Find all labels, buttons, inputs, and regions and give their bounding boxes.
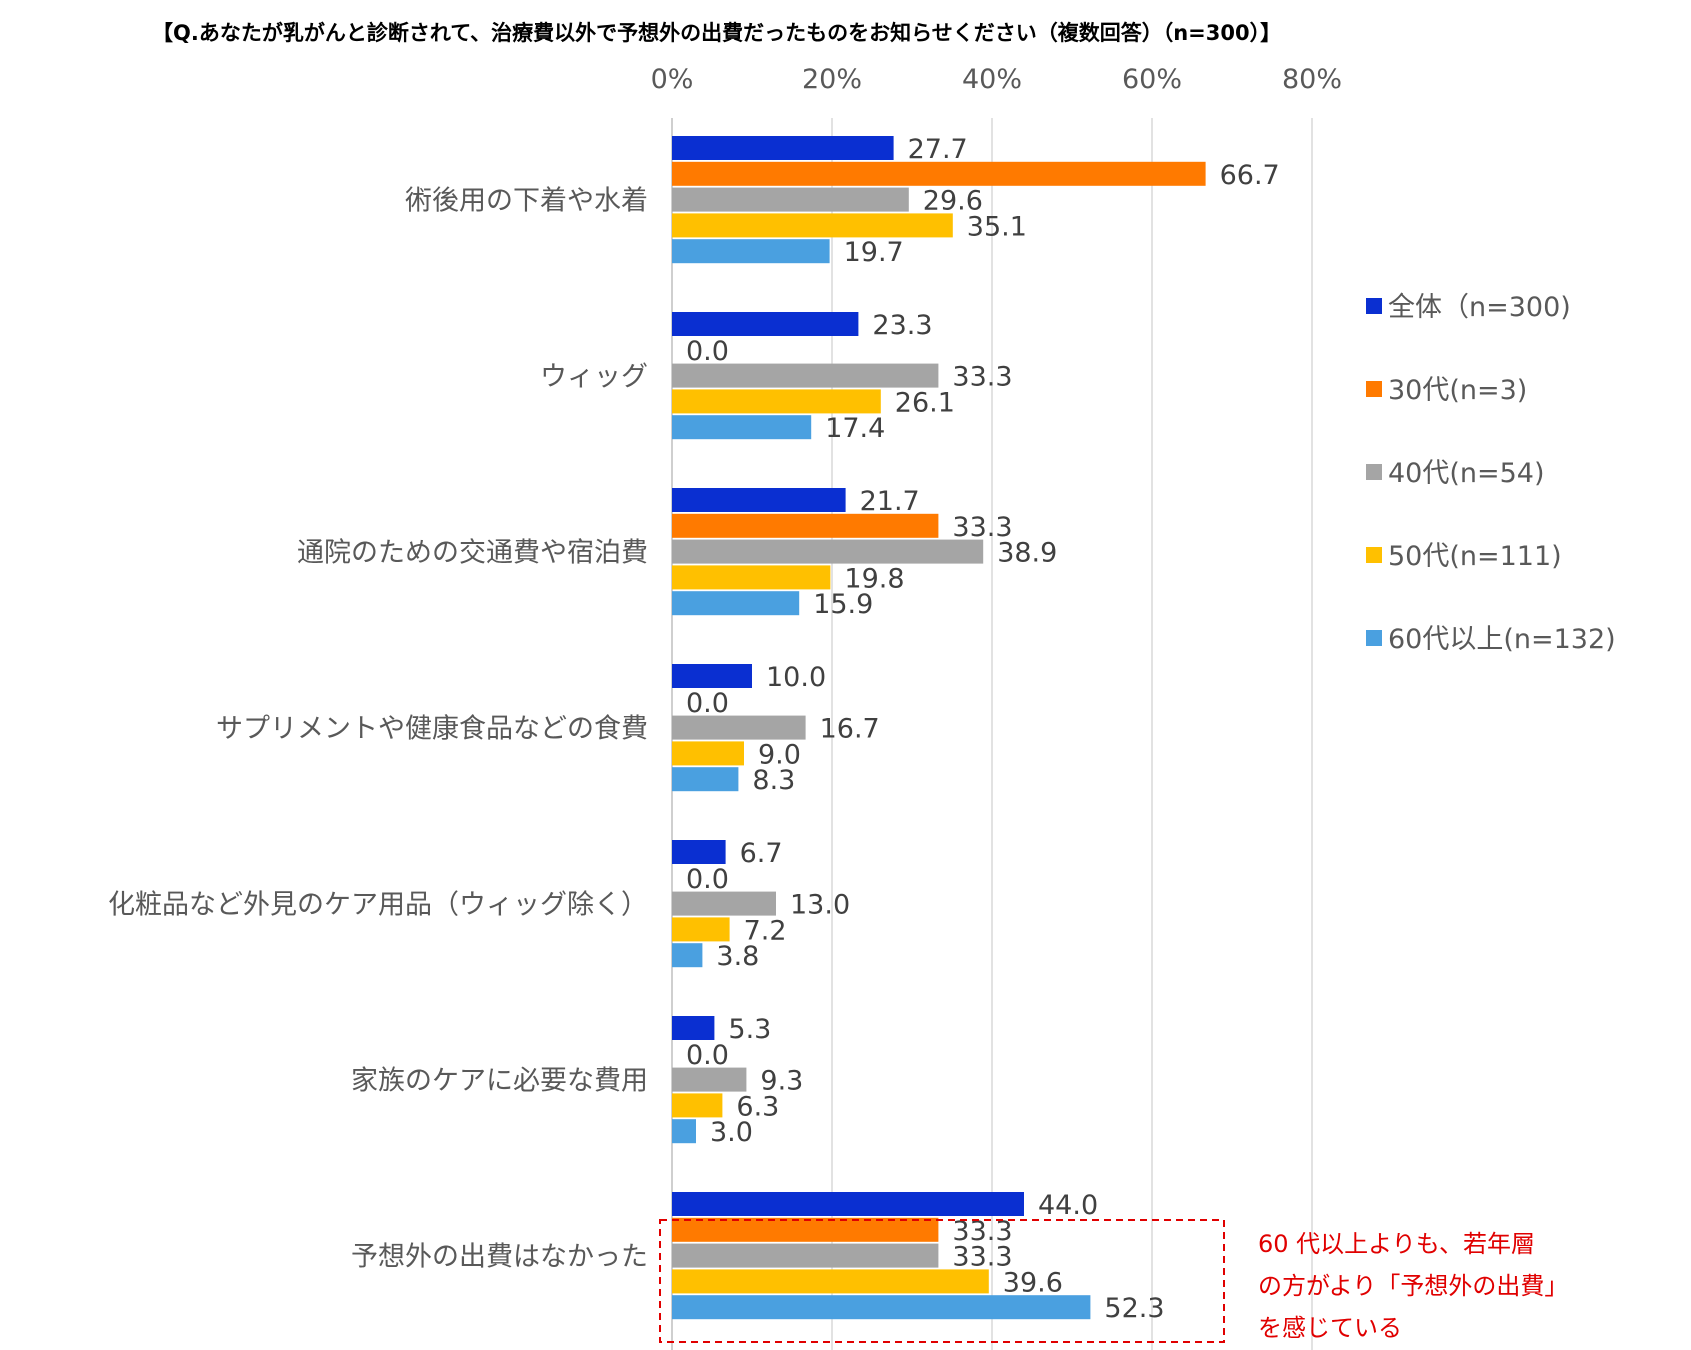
legend-label: 全体（n=300): [1388, 292, 1571, 323]
data-label: 6.3: [736, 1091, 779, 1122]
data-label: 3.0: [710, 1117, 753, 1148]
bar: [672, 741, 744, 766]
legend-label: 40代(n=54): [1388, 458, 1545, 489]
bar: [672, 239, 830, 264]
x-tick-label: 60%: [1122, 64, 1182, 95]
x-axis-ticks: 0% 20% 40% 60% 80%: [651, 64, 1342, 95]
data-label: 6.7: [740, 838, 783, 869]
data-label: 3.8: [716, 941, 759, 972]
legend-swatch: [1366, 381, 1382, 397]
bar: [672, 1295, 1091, 1320]
bar: [672, 136, 894, 160]
annotation-box: [659, 1219, 1225, 1343]
bar: [672, 389, 881, 414]
category-label: 家族のケアに必要な費用: [351, 1066, 648, 1097]
data-label: 27.7: [908, 134, 968, 165]
category-labels: 術後用の下着や水着ウィッグ通院のための交通費や宿泊費サプリメントや健康食品などの…: [108, 186, 648, 1273]
legend-swatch: [1366, 630, 1382, 646]
legend-label: 30代(n=3): [1388, 375, 1527, 406]
data-label: 15.9: [813, 589, 873, 620]
annotation-text: の方がより「予想外の出費」: [1258, 1272, 1568, 1300]
data-label: 39.6: [1003, 1267, 1063, 1298]
bar: [672, 1192, 1024, 1216]
bar: [672, 513, 939, 538]
bar: [672, 1093, 723, 1118]
legend-label: 60代以上(n=132): [1388, 624, 1616, 655]
data-label: 21.7: [860, 486, 920, 517]
chart-title: 【Q.あなたが乳がんと診断されて、治療費以外で予想外の出費だったものをお知らせく…: [152, 21, 1281, 45]
bar: [672, 943, 703, 968]
data-label: 0.0: [686, 336, 729, 367]
legend-swatch: [1366, 464, 1382, 480]
bar: [672, 891, 776, 916]
annotation-text: を感じている: [1258, 1314, 1402, 1342]
category-label: サプリメントや健康食品などの食費: [216, 714, 648, 745]
data-labels: 27.766.729.635.119.723.30.033.326.117.42…: [686, 134, 1280, 1324]
bar: [672, 1243, 939, 1268]
data-label: 13.0: [790, 890, 850, 921]
annotation-text: 60 代以上よりも、若年層: [1258, 1230, 1535, 1258]
data-label: 7.2: [744, 915, 787, 946]
bar: [672, 161, 1206, 186]
data-label: 29.6: [923, 186, 983, 217]
bar: [672, 840, 726, 864]
bar: [672, 213, 953, 238]
bar: [672, 917, 730, 942]
bars: [672, 136, 1206, 1320]
data-label: 9.3: [760, 1066, 803, 1097]
category-label: 術後用の下着や水着: [405, 186, 648, 217]
legend-swatch: [1366, 547, 1382, 563]
data-label: 33.3: [952, 1242, 1012, 1273]
bar: [672, 363, 939, 388]
bar: [672, 1217, 939, 1242]
data-label: 38.9: [997, 538, 1057, 569]
bar: [672, 1269, 989, 1294]
data-label: 33.3: [952, 512, 1012, 543]
legend-swatch: [1366, 298, 1382, 314]
legend-label: 50代(n=111): [1388, 541, 1562, 572]
data-label: 44.0: [1038, 1190, 1098, 1221]
bar: [672, 1067, 747, 1092]
data-label: 19.8: [844, 563, 904, 594]
bar: [672, 1016, 715, 1040]
category-label: 予想外の出費はなかった: [351, 1242, 648, 1273]
data-label: 17.4: [825, 413, 885, 444]
category-label: ウィッグ: [540, 362, 648, 393]
data-label: 0.0: [686, 688, 729, 719]
data-label: 23.3: [872, 310, 932, 341]
bar: [672, 488, 846, 512]
data-label: 66.7: [1220, 160, 1280, 191]
data-label: 26.1: [895, 387, 955, 418]
bar: [672, 539, 984, 564]
data-label: 0.0: [686, 864, 729, 895]
bar: [672, 1119, 696, 1144]
bar: [672, 715, 806, 740]
bar: [672, 312, 859, 336]
data-label: 33.3: [952, 362, 1012, 393]
data-label: 10.0: [766, 662, 826, 693]
bar: [672, 664, 752, 688]
bar: [672, 415, 812, 440]
data-label: 0.0: [686, 1040, 729, 1071]
data-label: 5.3: [728, 1014, 771, 1045]
x-tick-label: 80%: [1282, 64, 1342, 95]
x-tick-label: 0%: [651, 64, 694, 95]
category-label: 通院のための交通費や宿泊費: [297, 538, 648, 569]
data-label: 9.0: [758, 739, 801, 770]
bar: [672, 187, 909, 212]
legend: 全体（n=300) 30代(n=3) 40代(n=54) 50代(n=111) 60代以…: [1366, 292, 1616, 655]
x-tick-label: 40%: [962, 64, 1022, 95]
data-label: 52.3: [1104, 1293, 1164, 1324]
data-label: 8.3: [752, 765, 795, 796]
category-label: 化粧品など外見のケア用品（ウィッグ除く）: [108, 890, 648, 921]
bar: [672, 565, 831, 590]
data-label: 19.7: [844, 237, 904, 268]
data-label: 16.7: [820, 714, 880, 745]
bar: [672, 591, 800, 616]
x-tick-label: 20%: [802, 64, 862, 95]
bar: [672, 767, 739, 792]
data-label: 35.1: [967, 211, 1027, 242]
